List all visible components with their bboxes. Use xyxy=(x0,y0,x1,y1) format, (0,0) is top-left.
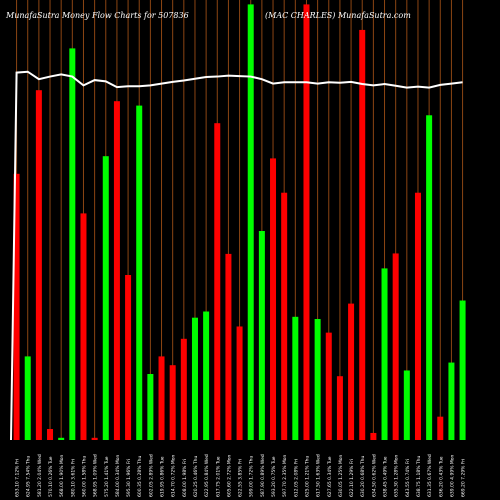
x-tick-label: 639.00 4.99% Mon xyxy=(449,454,455,497)
x-tick-label: 630.05 1.25% Mon xyxy=(338,454,344,497)
x-tick-label: 619.95 0.86% Tue xyxy=(160,456,166,497)
bar xyxy=(348,303,355,440)
x-tick-label: 600.35 0.28% Thu xyxy=(137,455,143,497)
bar xyxy=(336,376,343,440)
bar-series xyxy=(13,4,466,441)
x-tick-label: 669.20 7.29% Fri xyxy=(461,459,467,497)
bar xyxy=(381,268,388,440)
x-tick-label: 612.05 2.08% Fri xyxy=(293,459,299,497)
x-tick-label: 593.20 0.75% Tue xyxy=(271,456,277,497)
bar xyxy=(258,231,265,440)
bar xyxy=(180,338,187,440)
bar xyxy=(247,4,254,441)
bar xyxy=(459,300,466,440)
bar xyxy=(281,192,288,440)
x-tick-label: 622.55 3.85% Fri xyxy=(238,459,244,497)
x-tick-label: 617.75 2.01% Tue xyxy=(215,456,221,497)
bar xyxy=(303,4,310,441)
x-tick-label: 630.20 0.68% Thu xyxy=(360,455,366,497)
bar xyxy=(158,356,165,440)
bar xyxy=(292,316,299,440)
bar xyxy=(91,437,98,440)
x-tick-label: 599.00 1.72% Thu xyxy=(249,455,255,497)
bar xyxy=(13,173,20,441)
bar xyxy=(270,158,277,440)
x-tick-label: 653.10 7.12% Fri xyxy=(15,459,21,497)
x-tick-label: 614.70 0.72% Mon xyxy=(171,454,177,497)
x-tick-label: 584.00 0.34% Mon xyxy=(115,454,121,497)
bar xyxy=(113,101,120,440)
bar xyxy=(414,192,421,440)
bar xyxy=(314,319,321,440)
bar xyxy=(58,437,65,440)
x-tick-label: 568.00 1.90% Mon xyxy=(59,454,65,497)
x-tick-label: 581.20 2.04% Wed xyxy=(37,454,43,497)
x-tick-label: 634.50 0.62% Wed xyxy=(371,454,377,497)
x-axis-labels: 653.10 7.12% Fri 624.95 7.54% Thu 581.20 2… xyxy=(15,454,467,497)
x-tick-label: 643.55 0.74% Fri xyxy=(405,459,411,497)
bar xyxy=(136,105,143,440)
x-tick-label: 624.95 7.54% Thu xyxy=(26,455,32,497)
bar xyxy=(403,370,410,440)
bar xyxy=(203,311,210,440)
x-tick-label: 627.65 0.34% Tue xyxy=(327,456,333,497)
trend-line xyxy=(10,70,463,441)
bar xyxy=(80,213,87,440)
bar xyxy=(69,48,76,441)
x-tick-label: 622.10 1.29% Fri xyxy=(349,459,355,497)
bar xyxy=(225,253,232,440)
bar xyxy=(102,156,109,440)
bar xyxy=(191,317,198,440)
x-tick-label: 638.75 1.18% Thu xyxy=(416,455,422,497)
bar xyxy=(147,374,154,440)
bar xyxy=(47,429,54,440)
x-tick-label: 638.45 0.49% Tue xyxy=(383,456,389,497)
x-tick-label: 602.05 2.89% Wed xyxy=(148,454,154,497)
x-tick-label: 595.30 1.96% Fri xyxy=(126,459,132,497)
x-tick-label: 560.00 1.58% Thu xyxy=(81,455,87,497)
bar xyxy=(437,416,444,440)
chart-subtitle: (MAC CHARLES) MunafaSutra.com xyxy=(265,11,411,20)
x-tick-label: 617.50 1.63% Wed xyxy=(316,454,322,497)
bar xyxy=(426,115,433,440)
x-tick-label: 631.35 0.67% Wed xyxy=(427,454,433,497)
bar xyxy=(24,356,31,440)
bar xyxy=(214,123,221,440)
bar xyxy=(359,29,366,440)
x-tick-label: 575.20 1.41% Tue xyxy=(104,456,110,497)
bar xyxy=(125,275,132,440)
x-tick-label: 608.00 1.98% Fri xyxy=(182,459,188,497)
bar xyxy=(370,432,377,440)
x-tick-label: 620.25 0.46% Thu xyxy=(193,455,199,497)
bar xyxy=(35,90,42,440)
chart-title: MunafaSutra Money Flow Charts for 507836 xyxy=(6,11,189,20)
x-tick-label: 597.70 2.35% Mon xyxy=(282,454,288,497)
bar xyxy=(325,332,332,440)
x-tick-label: 570.10 0.26% Tue xyxy=(48,456,54,497)
x-tick-label: 622.95 0.84% Wed xyxy=(204,454,210,497)
bar xyxy=(392,253,399,440)
x-tick-label: 625.00 1.21% Thu xyxy=(304,455,310,497)
x-tick-label: 605.60 2.72% Mon xyxy=(226,454,232,497)
x-tick-label: 580.10 3.61% Fri xyxy=(70,459,76,497)
x-tick-label: 568.95 1.09% Wed xyxy=(93,454,99,497)
bar xyxy=(236,326,243,440)
bar xyxy=(169,365,176,440)
x-tick-label: 635.30 1.28% Mon xyxy=(394,454,400,497)
x-tick-label: 636.20 0.43% Tue xyxy=(438,456,444,497)
x-tick-label: 587.90 0.89% Wed xyxy=(260,454,266,497)
bar xyxy=(448,362,455,440)
